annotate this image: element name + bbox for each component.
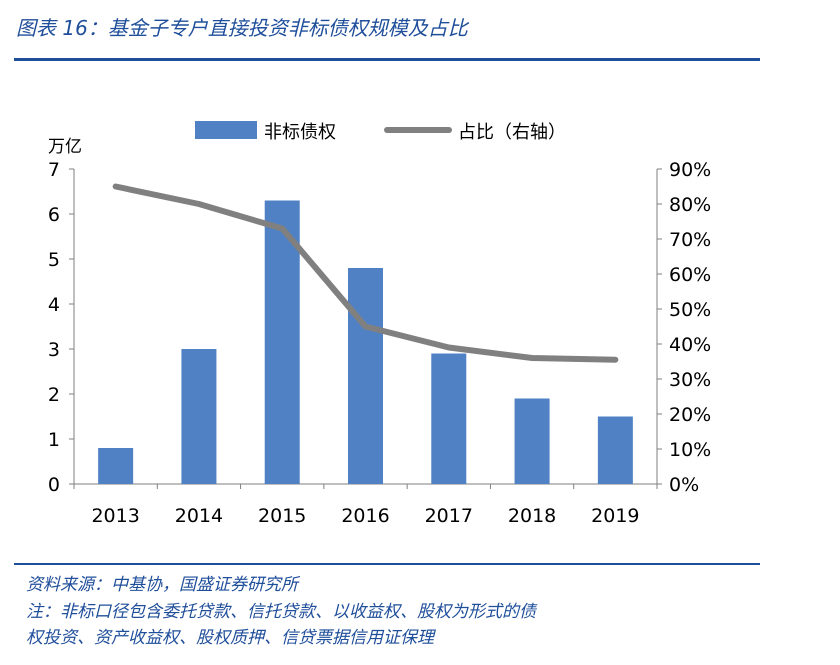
bar-2018 [514, 398, 550, 484]
bar-2015 [264, 200, 300, 484]
left-tick-label: 4 [48, 294, 60, 316]
x-tick-label: 2018 [508, 505, 556, 527]
x-tick-label: 2017 [425, 505, 473, 527]
x-tick-label: 2016 [341, 505, 389, 527]
left-tick-label: 2 [48, 384, 60, 406]
right-tick-label: 0% [669, 474, 699, 496]
x-tick-label: 2019 [591, 505, 639, 527]
left-tick-label: 5 [48, 249, 60, 271]
x-tick-label: 2015 [258, 505, 306, 527]
legend-bar-label: 非标债权 [264, 122, 336, 143]
figure-title: 图表 16：基金子专户直接投资非标债权规模及占比 [16, 16, 468, 40]
left-tick-label: 3 [48, 339, 60, 361]
legend-bar-swatch [195, 121, 257, 139]
right-tick-label: 50% [669, 299, 711, 321]
bar-2019 [597, 416, 633, 484]
right-tick-label: 90% [669, 159, 711, 181]
bar-2016 [348, 268, 383, 484]
bar-2013 [98, 448, 134, 484]
left-tick-label: 1 [48, 429, 60, 451]
source-text: 资料来源：中基协，国盛证券研究所 [26, 575, 298, 595]
x-tick-label: 2013 [91, 505, 139, 527]
left-tick-label: 7 [48, 159, 60, 181]
left-tick-label: 6 [48, 204, 60, 226]
right-tick-label: 80% [669, 194, 711, 216]
note-line-2: 权投资、资产收益权、股权质押、信贷票据信用证保理 [26, 628, 434, 648]
title-rule [14, 58, 760, 61]
footer-rule [14, 563, 760, 565]
note-line-1: 注：非标口径包含委托贷款、信托贷款、以收益权、股权为形式的债 [26, 602, 536, 622]
bar-2014 [181, 349, 217, 484]
legend-line-label: 占比（右轴） [458, 122, 566, 143]
left-tick-label: 0 [48, 474, 60, 496]
right-tick-label: 20% [669, 404, 711, 426]
share-line [112, 183, 619, 363]
bar-2017 [431, 353, 467, 484]
right-tick-label: 70% [669, 229, 711, 251]
left-axis-unit: 万亿 [48, 137, 82, 157]
right-tick-label: 40% [669, 334, 711, 356]
right-tick-label: 10% [669, 439, 711, 461]
right-tick-label: 30% [669, 369, 711, 391]
right-tick-label: 60% [669, 264, 711, 286]
x-tick-label: 2014 [175, 505, 223, 527]
